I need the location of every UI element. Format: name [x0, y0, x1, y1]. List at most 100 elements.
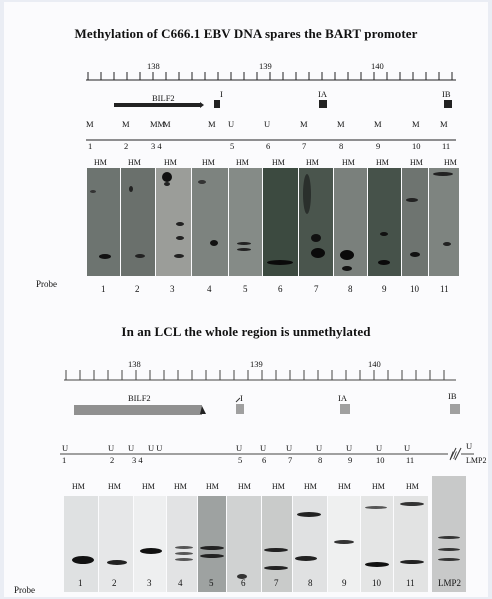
panel-a-site-num: 8	[339, 141, 344, 151]
panel-b-exon-IB	[450, 404, 460, 414]
panel-b-scale-138: 138	[128, 359, 141, 369]
panel-a-exon-I	[214, 100, 220, 108]
panel-b-mark: U	[466, 441, 473, 451]
panel-a-lane-3	[156, 168, 191, 276]
panel-b-mark: U	[346, 443, 353, 453]
panel-a-hm: HM	[444, 158, 457, 167]
panel-a-mark: M	[337, 119, 345, 129]
panel-a-lane-number: 4	[207, 284, 212, 294]
panel-a-lane-number: 11	[440, 284, 449, 294]
panel-a-hm: HM	[306, 158, 319, 167]
panel-b-mark: U	[108, 443, 115, 453]
panel-b-lane-7	[262, 496, 292, 592]
panel-a-mark: MM	[150, 119, 166, 129]
panel-a-mark: M	[208, 119, 216, 129]
panel-b-lane-number: 5	[209, 578, 214, 588]
panel-b-label-bilf2: BILF2	[128, 393, 151, 403]
panel-b-scale-ticks	[65, 370, 445, 380]
panel-a-mark: M	[412, 119, 420, 129]
panel-b-mark: U	[404, 443, 411, 453]
panel-b-lane-number: 7	[274, 578, 279, 588]
panel-b-mark: U	[236, 443, 243, 453]
panel-a-scale-139: 139	[259, 61, 272, 71]
panel-b-site-num: 2	[110, 455, 115, 465]
panel-a-lane-9	[368, 168, 401, 276]
panel-b-lane-2	[99, 496, 133, 592]
panel-a-site-num: 2	[124, 141, 129, 151]
panel-a-hm: HM	[202, 158, 215, 167]
panel-a-lane-8	[334, 168, 367, 276]
panel-b-site-num: 10	[376, 455, 385, 465]
panel-b-hm: HM	[272, 482, 285, 491]
panel-b-hm: HM	[108, 482, 121, 491]
panel-a-lane-number: 2	[135, 284, 140, 294]
panel-a-hm: HM	[164, 158, 177, 167]
panel-b-lane-number: 6	[241, 578, 246, 588]
panel-b-site-num: 5	[238, 455, 243, 465]
panel-a-site-num: 7	[302, 141, 307, 151]
panel-a-mark: M	[374, 119, 382, 129]
panel-b-exon-IA	[340, 404, 350, 414]
panel-a-title: Methylation of C666.1 EBV DNA spares the…	[74, 26, 418, 41]
panel-b-site-num: 9	[348, 455, 353, 465]
panel-a-lane-4	[192, 168, 228, 276]
panel-a-scale-140: 140	[371, 61, 384, 71]
panel-a-lane-7	[299, 168, 333, 276]
panel-b-site-num: 3 4	[132, 455, 143, 465]
panel-a-lane-11	[429, 168, 459, 276]
panel-a-hm: HM	[128, 158, 141, 167]
panel-a-probe-label: Probe	[36, 279, 57, 289]
panel-a-bilf2-bar	[114, 103, 200, 107]
panel-b-lane-number: 8	[308, 578, 313, 588]
panel-a-label-IA: IA	[318, 89, 327, 99]
panel-b-mark: U	[316, 443, 323, 453]
panel-a-mark: M	[440, 119, 448, 129]
panel-a-lane-number: 7	[314, 284, 319, 294]
panel-a-label-bilf2: BILF2	[152, 93, 175, 103]
panel-b-site-num: 7	[288, 455, 293, 465]
panel-b-lane-4	[167, 496, 197, 592]
panel-b-hm: HM	[142, 482, 155, 491]
panel-b-lane-10	[361, 496, 393, 592]
panel-b-lane-9	[328, 496, 360, 592]
panel-a-mark: U	[228, 119, 235, 129]
panel-b-title: In an LCL the whole region is unmethylat…	[121, 324, 371, 339]
panel-a-mark: M	[122, 119, 130, 129]
panel-b-hm: HM	[338, 482, 351, 491]
panel-b-bilf2-bar	[74, 405, 202, 415]
panel-b-hm: HM	[406, 482, 419, 491]
panel-a-site-num: 11	[442, 141, 451, 151]
panel-a-lane-number: 5	[243, 284, 248, 294]
panel-a-lane-10	[402, 168, 428, 276]
panel-b-mark: U	[260, 443, 267, 453]
panel-a-label-IB: IB	[442, 89, 451, 99]
panel-a-label-I: I	[220, 89, 223, 99]
panel-b-exon-I	[236, 404, 244, 414]
panel-b-lane-number: 9	[342, 578, 347, 588]
panel-a-map	[86, 72, 456, 141]
panel-a-hm: HM	[410, 158, 423, 167]
panel-b-site-num: 8	[318, 455, 323, 465]
panel-b-lane-5	[198, 496, 226, 592]
panel-b-mark: U	[376, 443, 383, 453]
panel-a-lane-2	[121, 168, 155, 276]
panel-b-scale-140: 140	[368, 359, 381, 369]
panel-a-hm: HM	[94, 158, 107, 167]
panel-a-lane-number: 8	[348, 284, 353, 294]
panel-a-exon-IB	[444, 100, 452, 108]
panel-a-lane-6	[263, 168, 298, 276]
panel-a-mark: U	[264, 119, 271, 129]
panel-b-lane-lmp2	[432, 476, 466, 592]
panel-a-site-num: 1	[88, 141, 93, 151]
panel-b-hm: HM	[72, 482, 85, 491]
panel-b-lane-number: 2	[112, 578, 117, 588]
panel-b-lane-8	[293, 496, 327, 592]
panel-b-site-num-lmp2: LMP2	[466, 456, 487, 465]
panel-b-lane-number: 10	[372, 578, 381, 588]
panel-b-lane-3	[134, 496, 166, 592]
panel-a-site-num: 10	[412, 141, 421, 151]
panel-a-site-num: 3 4	[151, 141, 162, 151]
panel-a-hm: HM	[272, 158, 285, 167]
panel-a-lane-number: 1	[101, 284, 106, 294]
panel-b-lane-number: 1	[78, 578, 83, 588]
